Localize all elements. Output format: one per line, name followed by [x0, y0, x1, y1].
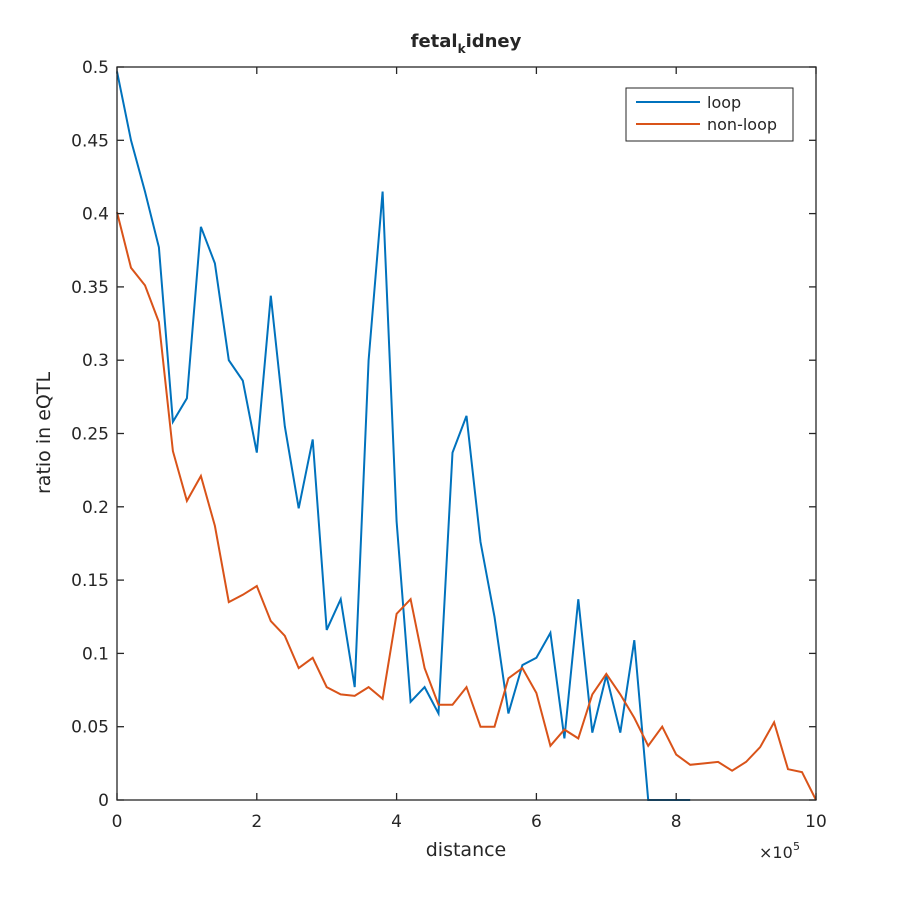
y-axis-label: ratio in eQTL	[33, 372, 55, 494]
y-tick-label: 0.05	[71, 718, 109, 738]
x-tick-label: 6	[531, 812, 542, 832]
x-tick-label: 0	[112, 812, 123, 832]
y-tick-label: 0.3	[82, 351, 109, 371]
y-tick-label: 0.35	[71, 278, 109, 298]
x-axis-label: distance	[426, 839, 507, 861]
y-tick-label: 0.1	[82, 644, 109, 664]
x-exponent-power: 5	[793, 840, 800, 853]
y-tick-label: 0.5	[82, 58, 109, 78]
y-tick-label: 0.25	[71, 425, 109, 445]
legend-label-loop: loop	[707, 93, 741, 112]
x-tick-label: 2	[251, 812, 262, 832]
y-tick-label: 0	[98, 791, 109, 811]
x-tick-label: 10	[805, 812, 827, 832]
y-tick-label: 0.4	[82, 205, 109, 225]
y-tick-label: 0.45	[71, 131, 109, 151]
y-tick-label: 0.15	[71, 571, 109, 591]
y-tick-label: 0.2	[82, 498, 109, 518]
x-tick-label: 8	[671, 812, 682, 832]
x-tick-label: 4	[391, 812, 402, 832]
x-exponent-base: ×10	[759, 843, 793, 862]
legend-label-non-loop: non-loop	[707, 115, 777, 134]
legend: loop non-loop	[626, 88, 793, 141]
